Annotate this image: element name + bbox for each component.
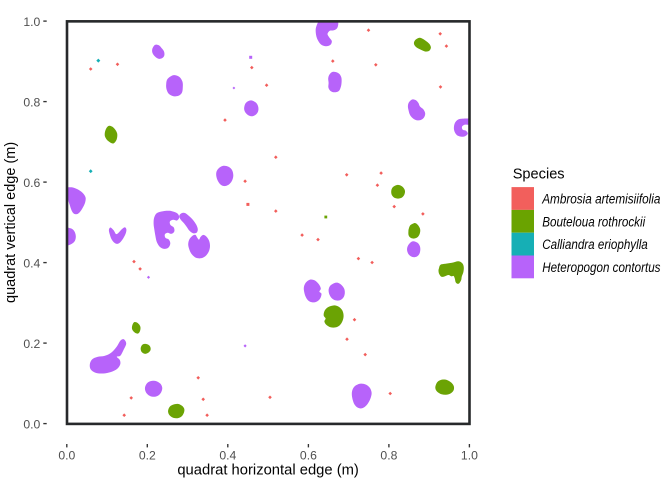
svg-text:0.8: 0.8	[23, 95, 40, 109]
svg-text:1.0: 1.0	[23, 15, 40, 29]
svg-text:Calliandra eriophylla: Calliandra eriophylla	[542, 237, 648, 253]
svg-text:0.6: 0.6	[300, 449, 317, 463]
svg-text:0.6: 0.6	[23, 176, 40, 190]
svg-text:0.2: 0.2	[23, 337, 40, 351]
svg-text:0.0: 0.0	[58, 449, 75, 463]
svg-text:Species: Species	[513, 167, 565, 183]
svg-text:Bouteloua rothrockii: Bouteloua rothrockii	[542, 214, 646, 230]
svg-text:quadrat vertical edge (m): quadrat vertical edge (m)	[2, 142, 19, 303]
svg-text:quadrat horizontal edge (m): quadrat horizontal edge (m)	[177, 462, 359, 479]
svg-text:1.0: 1.0	[461, 449, 478, 463]
svg-text:0.4: 0.4	[219, 449, 236, 463]
svg-text:Heteropogon contortus: Heteropogon contortus	[542, 260, 660, 276]
svg-text:0.8: 0.8	[380, 449, 397, 463]
svg-text:Ambrosia artemisiifolia: Ambrosia artemisiifolia	[541, 192, 660, 208]
svg-text:0.2: 0.2	[139, 449, 156, 463]
svg-text:0.4: 0.4	[23, 256, 40, 270]
svg-text:0.0: 0.0	[23, 417, 40, 431]
